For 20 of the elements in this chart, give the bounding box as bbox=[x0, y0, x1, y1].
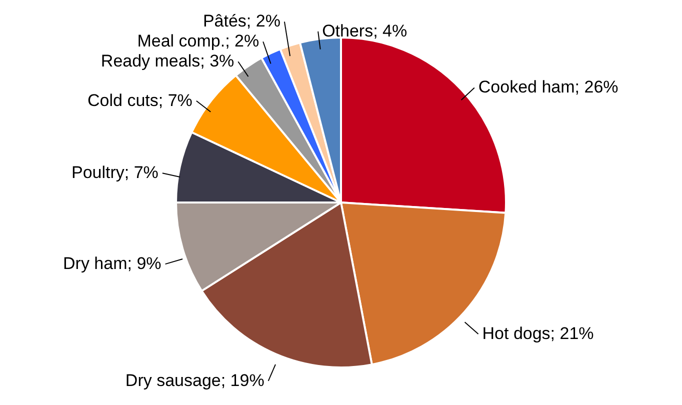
slice-label: Cold cuts bbox=[88, 90, 158, 110]
data-label: ; 26% bbox=[574, 78, 618, 97]
slice-label: Dry ham bbox=[63, 254, 128, 274]
slice-label: Ready meals bbox=[100, 52, 200, 71]
slice-label: Hot dogs bbox=[482, 324, 550, 344]
slice-label: Meal comp. bbox=[137, 32, 226, 51]
data-label: ; 7% bbox=[124, 163, 158, 182]
slice-label: Cooked ham bbox=[478, 78, 575, 97]
data-label: ; 2% bbox=[246, 12, 280, 31]
data-label: ; 19% bbox=[220, 370, 264, 390]
data-label: ; 9% bbox=[127, 254, 162, 274]
data-label: ; 2% bbox=[225, 32, 260, 51]
slice-label: Poultry bbox=[71, 163, 125, 182]
data-label: ; 21% bbox=[550, 324, 594, 344]
slice-label: Dry sausage bbox=[125, 370, 221, 390]
data-label: ; 7% bbox=[158, 90, 192, 110]
data-label: ; 4% bbox=[373, 21, 408, 40]
slice-label: Others bbox=[322, 21, 374, 40]
data-label: ; 3% bbox=[200, 52, 234, 71]
slice-label: Pâtés bbox=[202, 12, 246, 31]
